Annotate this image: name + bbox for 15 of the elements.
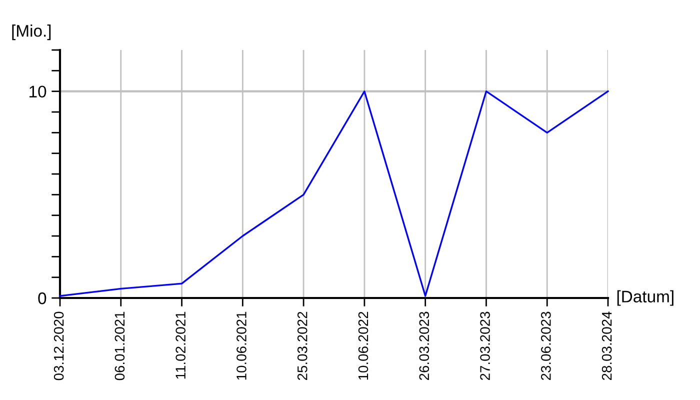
x-tick-label: 10.06.2021 <box>236 312 246 380</box>
x-axis-title: [Datum] <box>617 290 674 306</box>
x-tick-label: 28.03.2024 <box>602 312 612 380</box>
y-axis-title: [Mio.] <box>12 24 51 40</box>
x-tick-label: 11.02.2021 <box>176 312 186 379</box>
x-tick-label: 06.01.2021 <box>114 312 125 380</box>
x-tick-label: 25.03.2022 <box>297 312 308 380</box>
x-tick-label: 23.06.2023 <box>541 312 551 380</box>
x-tick-label: 10.06.2022 <box>358 312 368 380</box>
y-tick-label: 10 <box>30 86 46 98</box>
y-tick-label: 0 <box>38 292 46 304</box>
x-tick-label: 26.03.2023 <box>419 312 430 380</box>
line-series <box>59 90 609 297</box>
x-tick-label: 03.12.2020 <box>54 312 64 380</box>
x-tick-label: 27.03.2023 <box>480 312 490 380</box>
